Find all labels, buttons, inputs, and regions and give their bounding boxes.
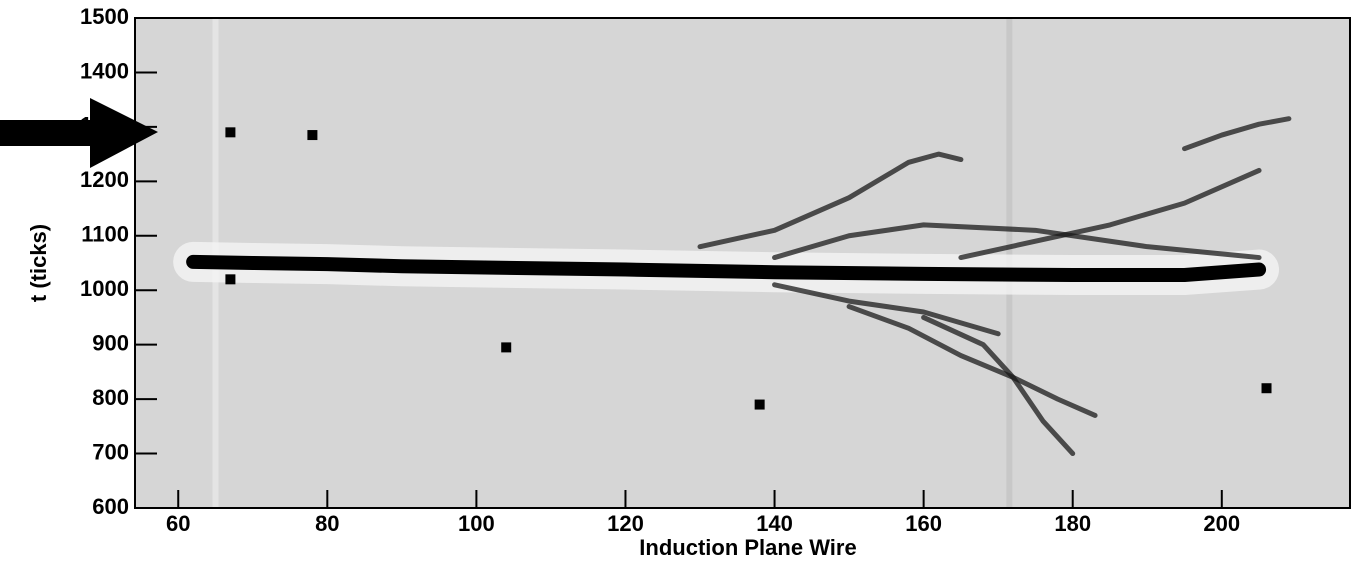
pointer-arrow [0,98,158,168]
x-tick-label: 120 [607,511,644,536]
hit [307,130,318,141]
track [958,167,1262,261]
y-tick-label: 1100 [81,222,129,247]
track [772,222,1262,261]
hit [501,342,512,353]
hit [225,274,236,285]
y-tick-label: 800 [92,385,129,410]
track [921,314,1076,457]
x-tick-label: 180 [1054,511,1091,536]
y-tick-label: 1400 [80,58,129,83]
y-axis-label: t (ticks) [26,224,51,302]
y-tick-label: 1000 [80,276,129,301]
x-tick-label: 140 [756,511,793,536]
main-track [186,254,1267,282]
track [1182,116,1292,152]
y-tick-label: 1500 [80,4,129,29]
x-tick-label: 160 [905,511,942,536]
hit [754,399,765,410]
hit [225,127,236,138]
track [846,304,1098,418]
y-tick-label: 1200 [80,167,129,192]
x-tick-label: 60 [166,511,190,536]
track [697,151,964,250]
y-tick-label: 600 [92,494,129,519]
y-tick-label: 900 [92,330,129,355]
x-tick-label: 80 [315,511,339,536]
plot-frame [134,17,1351,509]
hit [1261,383,1272,394]
y-tick-label: 700 [92,439,129,464]
track [772,282,1001,337]
x-tick-label: 200 [1203,511,1240,536]
x-axis-label: Induction Plane Wire [639,535,856,560]
x-tick-label: 100 [458,511,495,536]
